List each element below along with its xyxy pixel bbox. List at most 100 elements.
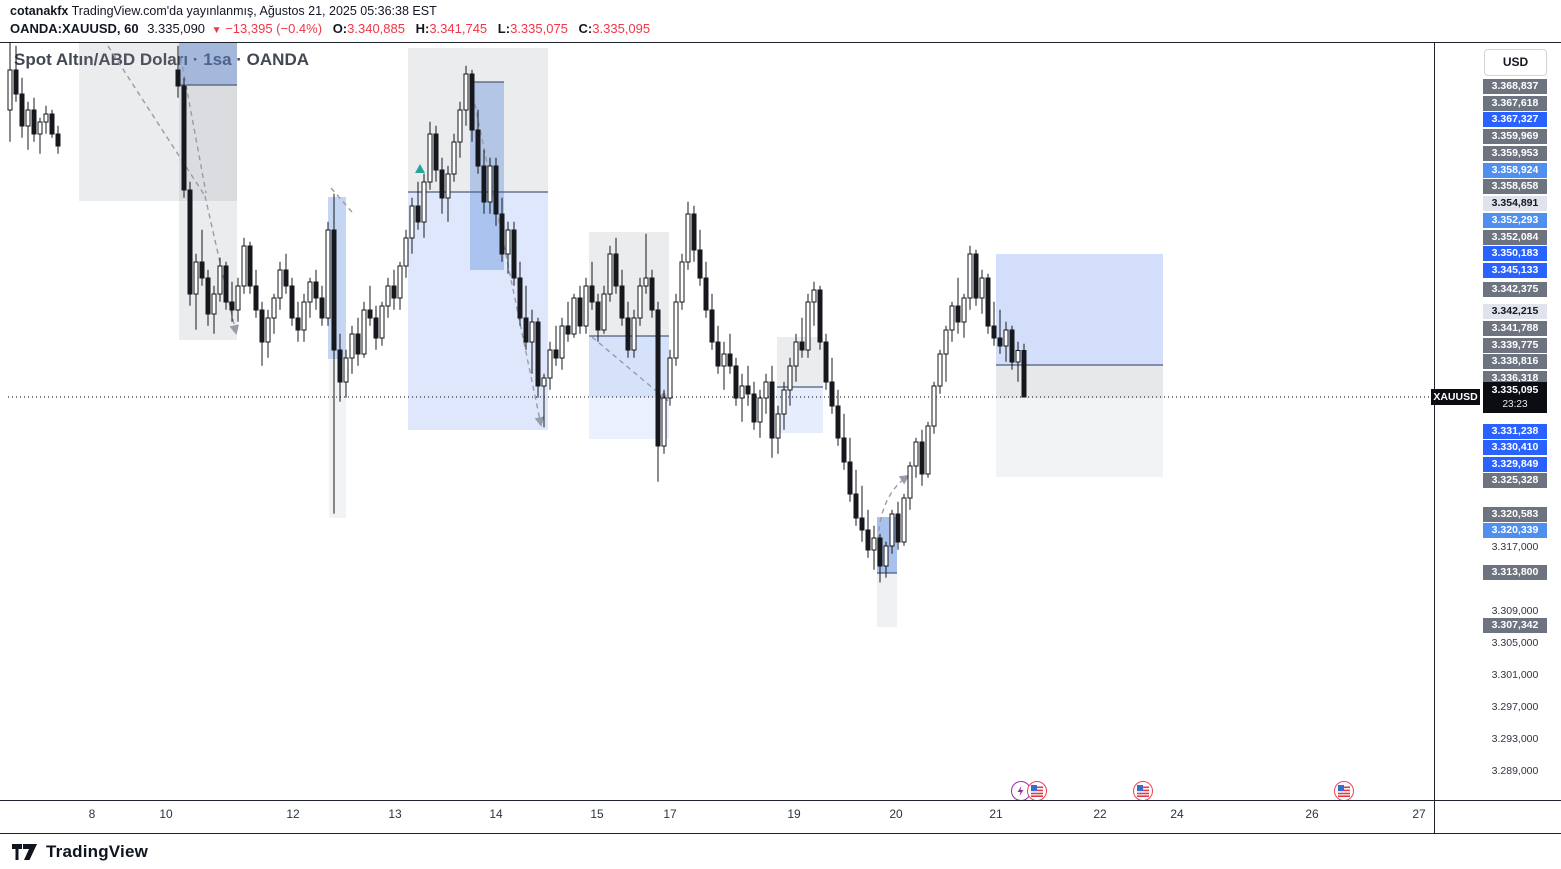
candle-down — [691, 213, 697, 251]
candle-down — [253, 285, 259, 311]
candle-up — [379, 305, 385, 339]
us-flag-event-icon[interactable] — [1133, 781, 1153, 801]
candle-up — [679, 261, 685, 303]
candle-up — [307, 281, 313, 303]
zone-rect[interactable] — [877, 573, 897, 627]
candles — [7, 42, 1027, 583]
candle-up — [445, 173, 451, 199]
candle-down — [481, 165, 487, 203]
candle-down — [247, 245, 253, 287]
open-value: 3.340,885 — [347, 21, 405, 36]
symbol-title[interactable]: OANDA:XAUUSD, 60 — [10, 21, 139, 36]
candle-down — [223, 265, 229, 303]
candle-up — [25, 109, 31, 127]
candle-up — [775, 413, 781, 439]
candle-up — [805, 301, 811, 351]
candle-down — [625, 317, 631, 351]
zone-rect[interactable] — [470, 82, 504, 270]
zone-rect[interactable] — [328, 197, 346, 359]
candle-up — [505, 229, 511, 255]
candle-down — [13, 69, 19, 95]
candle-down — [973, 253, 979, 299]
footer-border — [0, 833, 1561, 834]
candle-down — [523, 317, 529, 343]
dashed-trendline[interactable] — [591, 336, 669, 402]
candle-down — [283, 269, 289, 287]
zone-rect[interactable] — [329, 359, 346, 518]
time-axis-tick: 15 — [590, 807, 604, 821]
zone-rect[interactable] — [179, 43, 237, 85]
dashed-trendline[interactable] — [107, 45, 206, 197]
candle-up — [541, 377, 547, 387]
candle-down — [895, 513, 901, 543]
brand-name[interactable]: TradingView — [46, 841, 149, 861]
zone-rect[interactable] — [79, 43, 237, 201]
candle-down — [991, 325, 997, 339]
publisher-name[interactable]: cotanakfx — [10, 4, 69, 18]
last-price: 3.335,090 — [147, 21, 206, 36]
price-tag-label: 3.354,891 — [1483, 196, 1547, 211]
candle-up — [607, 253, 613, 295]
candle-up — [661, 397, 667, 447]
time-axis-tick: 10 — [159, 807, 173, 821]
price-tag-label: 3.359,969 — [1483, 129, 1547, 144]
candle-down — [367, 309, 373, 319]
candle-down — [181, 85, 187, 191]
pattern-marker[interactable] — [415, 164, 425, 173]
candle-down — [355, 333, 361, 355]
candle-down — [817, 289, 823, 343]
candle-up — [361, 309, 367, 355]
candle-up — [343, 357, 349, 383]
symbol-info-row: OANDA:XAUUSD, 60 3.335,090 ▼ −13,395 (−0… — [10, 21, 650, 36]
candle-down — [295, 317, 301, 331]
time-axis-tick: 19 — [787, 807, 801, 821]
candle-up — [637, 285, 643, 319]
candle-down — [373, 317, 379, 339]
candle-up — [793, 341, 799, 367]
close-value: 3.335,095 — [592, 21, 651, 36]
candle-down — [877, 537, 883, 567]
us-flag-event-icon[interactable] — [1027, 781, 1047, 801]
zone-rect[interactable] — [996, 254, 1163, 365]
triangle-up-marker-icon[interactable] — [415, 164, 425, 173]
candle-up — [271, 297, 277, 319]
candle-down — [1021, 350, 1027, 398]
price-tag-label: 3.320,339 — [1483, 523, 1547, 538]
candle-down — [1009, 329, 1015, 363]
us-flag-event-icon[interactable] — [1334, 781, 1354, 801]
candle-up — [571, 297, 577, 335]
candle-down — [499, 213, 505, 255]
candle-up — [217, 265, 223, 295]
dashed-trendline[interactable] — [180, 57, 207, 194]
price-tag-label: 3.342,375 — [1483, 282, 1547, 297]
candle-down — [331, 229, 337, 351]
candle-up — [883, 545, 889, 567]
price-axis-tick: 3.317,000 — [1491, 541, 1539, 553]
time-axis-tick: 13 — [388, 807, 402, 821]
price-line-symbol-tag: XAUUSD — [1431, 389, 1480, 405]
candle-up — [949, 305, 955, 331]
price-tag-label: 3.341,788 — [1483, 321, 1547, 336]
candle-down — [319, 297, 325, 319]
candle-down — [865, 529, 871, 551]
candle-up — [37, 121, 43, 135]
price-tag-label: 3.313,800 — [1483, 565, 1547, 580]
candle-up — [739, 385, 745, 399]
candle-up — [529, 321, 535, 343]
price-axis-tick: 3.293,000 — [1491, 733, 1539, 745]
tradingview-logo-icon[interactable] — [12, 841, 38, 863]
zone-rect[interactable] — [408, 192, 548, 430]
candle-down — [55, 133, 61, 147]
zone-rect[interactable] — [996, 398, 1163, 477]
candle-down — [229, 301, 235, 311]
zone-rect[interactable] — [996, 365, 1163, 398]
publish-header: cotanakfx TradingView.com'da yayınlanmış… — [10, 4, 437, 18]
candle-down — [985, 277, 991, 327]
price-tag-label: 3.325,328 — [1483, 473, 1547, 488]
price-axis-tick: 3.309,000 — [1491, 605, 1539, 617]
candle-down — [697, 249, 703, 279]
currency-usd-button[interactable]: USD — [1484, 49, 1547, 76]
candle-up — [811, 289, 817, 303]
candle-down — [187, 189, 193, 295]
